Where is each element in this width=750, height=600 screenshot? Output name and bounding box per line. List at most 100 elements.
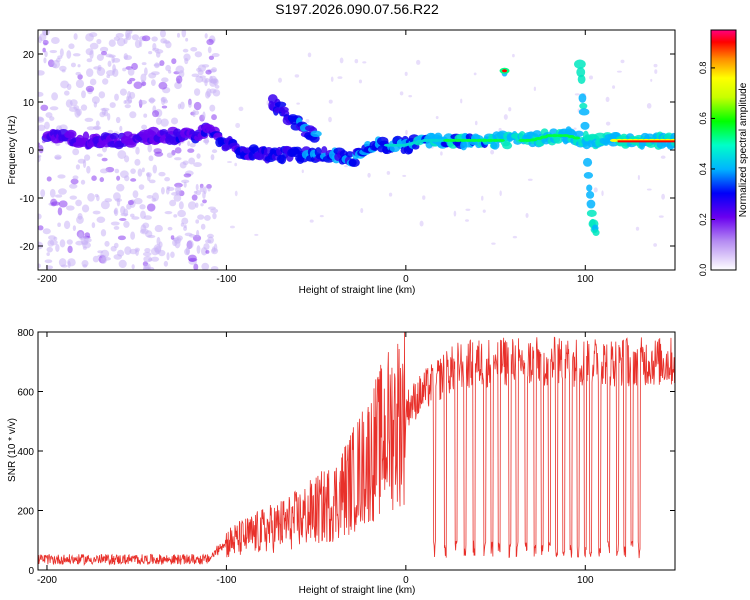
spectrogram-noise-blob [104, 240, 110, 247]
spectrogram-noise-blob [234, 162, 238, 167]
spectrogram-noise-blob [191, 73, 200, 78]
spectrogram-noise-blob [358, 79, 363, 84]
spectrogram-noise-blob [601, 190, 604, 197]
spectrogram-noise-blob [158, 171, 166, 177]
spectrogram-noise-blob [77, 213, 83, 220]
spectrogram-noise-blob [181, 30, 187, 38]
spectrogram-noise-blob [96, 53, 104, 61]
spectrogram-noise-blob [130, 213, 135, 218]
spectrogram-noise-blob [113, 242, 119, 249]
spectrogram-noise-blob [130, 178, 137, 182]
spectrogram-noise-blob [187, 148, 195, 153]
spectrogram-noise-blob [122, 67, 127, 72]
snr-xtick-label: 100 [577, 575, 594, 586]
spectrogram-noise-blob [44, 50, 48, 58]
spectrogram-noise-blob [200, 203, 204, 207]
spectrogram-ytick-label: -20 [20, 242, 35, 253]
spectrogram-noise-blob [195, 219, 200, 224]
spectrogram-noise-blob [42, 30, 47, 35]
spectrogram-noise-blob [75, 71, 82, 76]
spectrogram-noise-blob [96, 153, 103, 157]
spectrogram-noise-blob [86, 68, 94, 77]
spectrogram-noise-blob [184, 57, 189, 65]
spectrogram-noise-blob [612, 85, 616, 89]
spectrogram-noise-blob [144, 248, 151, 253]
spectrogram-noise-blob [211, 149, 218, 154]
spectrogram-noise-blob [63, 220, 71, 230]
spectrogram-noise-blob [45, 112, 53, 118]
spectrogram-noise-blob [75, 199, 82, 207]
spectrogram-noise-blob [204, 33, 208, 39]
spectrogram-noise-blob [46, 252, 50, 257]
spectrogram-noise-blob [133, 81, 143, 90]
spectrogram-noise-blob [116, 198, 121, 207]
spectrogram-noise-blob [108, 39, 116, 47]
spectrogram-noise-blob [49, 116, 55, 121]
spectrogram-noise-blob [193, 101, 202, 111]
spectrogram-noise-blob [173, 194, 182, 202]
spectrogram-noise-blob [81, 259, 89, 267]
spectrogram-noise-blob [160, 118, 169, 127]
spectrogram-noise-blob [114, 93, 119, 101]
spectrogram-noise-blob [208, 55, 215, 61]
spectrogram-noise-blob [140, 210, 146, 220]
spectrogram-noise-blob [367, 172, 371, 178]
spectrogram-noise-blob [131, 62, 138, 71]
spectrogram-noise-blob [127, 67, 135, 76]
spectrogram-noise-blob [84, 154, 91, 161]
spectrogram-noise-blob [57, 207, 63, 216]
spectrogram-noise-blob [190, 47, 198, 52]
spectrogram-noise-blob [44, 259, 53, 264]
spectrogram-track-blob [582, 141, 591, 150]
spectrogram-noise-blob [182, 160, 189, 166]
spectrogram-noise-blob [109, 102, 116, 108]
spectrogram-noise-blob [100, 200, 110, 210]
spectrogram-noise-blob [118, 259, 127, 269]
spectrogram-noise-blob [139, 40, 143, 48]
spectrogram-noise-blob [435, 115, 439, 120]
spectrogram-noise-blob [66, 83, 72, 91]
spectrogram-noise-blob [170, 235, 175, 240]
spectrogram-track-blob [109, 132, 120, 140]
spectrogram-noise-blob [184, 248, 190, 256]
spectrogram-noise-blob [167, 226, 173, 231]
colorbar-tick-label: 0.4 [698, 163, 708, 176]
spectrogram-noise-blob [143, 255, 152, 263]
spectrogram-noise-blob [131, 216, 140, 220]
colorbar-tick-label: 0.2 [698, 213, 708, 226]
spectrogram-noise-blob [58, 188, 67, 195]
spectrogram-noise-blob [188, 157, 196, 165]
spectrogram-noise-blob [227, 160, 232, 164]
spectrogram-noise-blob [144, 67, 148, 76]
spectrogram-track-blob [574, 130, 584, 137]
spectrogram-noise-blob [508, 107, 512, 112]
spectrogram-noise-blob [131, 264, 135, 270]
spectrogram-noise-blob [404, 71, 408, 76]
spectrogram-noise-blob [360, 208, 364, 214]
snr-xlabel: Height of straight line (km) [299, 585, 416, 596]
spectrogram-noise-blob [620, 59, 625, 64]
spectrogram-noise-blob [38, 91, 44, 97]
spectrogram-noise-blob [58, 258, 67, 267]
spectrogram-noise-blob [211, 67, 218, 73]
snr-ytick-label: 800 [17, 328, 34, 339]
spectrogram-noise-blob [460, 98, 463, 104]
spectrogram-noise-blob [80, 179, 86, 185]
spectrogram-noise-blob [167, 69, 172, 74]
spectrogram-noise-blob [38, 124, 46, 132]
spectrogram-noise-blob [148, 179, 156, 184]
spectrogram-noise-blob [98, 91, 106, 99]
spectrogram-noise-blob [44, 121, 50, 130]
spectrogram-noise-blob [573, 127, 577, 130]
spectrogram-noise-blob [80, 104, 88, 111]
spectrogram-noise-blob [51, 36, 60, 45]
spectrogram-noise-blob [58, 200, 68, 208]
spectrogram-noise-blob [196, 245, 201, 254]
spectrogram-noise-blob [165, 187, 170, 195]
spectrogram-noise-blob [192, 109, 196, 118]
spectrogram-noise-blob [74, 108, 81, 118]
spectrogram-noise-blob [307, 52, 312, 58]
spectrogram-noise-blob [45, 265, 54, 270]
spectrogram-noise-blob [175, 185, 182, 195]
spectrogram-noise-blob [194, 51, 203, 58]
